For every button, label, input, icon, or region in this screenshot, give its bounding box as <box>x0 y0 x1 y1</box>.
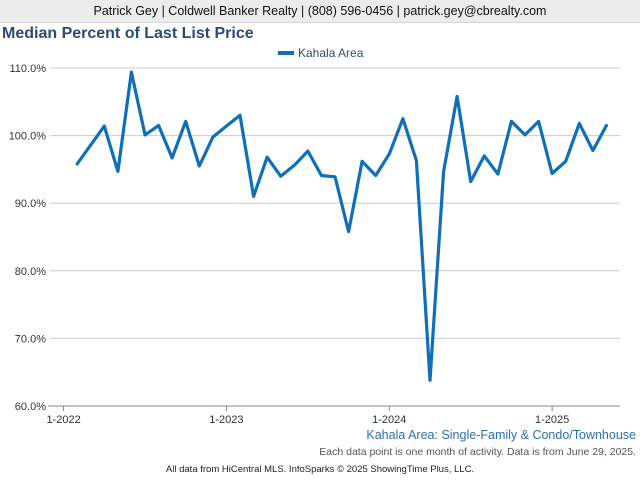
data-point <box>184 120 187 123</box>
data-point <box>265 156 269 159</box>
x-axis: 1-2022 1-2023 1-2024 1-2025 <box>46 405 620 426</box>
data-point <box>143 133 147 137</box>
data-point <box>89 143 92 147</box>
data-point <box>320 174 323 177</box>
data-point <box>483 154 486 158</box>
footer-credit: All data from HiCentral MLS. InfoSparks … <box>165 464 475 475</box>
x-tick-label: 1-2023 <box>209 414 243 426</box>
y-axis-ticks: 60.0% 70.0% 80.0% 90.0% 100.0% 110.0% <box>9 63 47 413</box>
x-tick-label: 1-2024 <box>372 414 406 426</box>
series-layer <box>75 70 609 382</box>
data-point <box>103 124 106 128</box>
x-tick-label: 1-2022 <box>46 414 80 426</box>
data-point <box>550 172 554 175</box>
data-point <box>442 170 445 173</box>
y-tick-label: 90.0% <box>15 198 46 210</box>
legend: Kahala Area <box>278 46 364 60</box>
data-point <box>170 156 174 160</box>
data-point <box>333 175 337 179</box>
data-point <box>564 160 567 163</box>
data-point <box>116 170 120 173</box>
grid-lines <box>50 67 620 407</box>
data-point <box>211 135 215 139</box>
x-tick-label: 1-2025 <box>535 414 569 426</box>
data-point <box>198 164 201 168</box>
data-point <box>510 120 513 123</box>
series-line-kahala-area <box>75 70 609 382</box>
data-point <box>252 195 255 198</box>
data-point <box>360 160 364 163</box>
area-filter-note: Kahala Area: Single-Family & Condo/Townh… <box>366 428 636 442</box>
data-point <box>388 152 391 156</box>
data-point <box>374 174 377 177</box>
data-point <box>401 117 405 120</box>
data-point <box>578 122 581 125</box>
y-tick-label: 70.0% <box>15 333 46 345</box>
agent-contact-text: Patrick Gey | Coldwell Banker Realty | (… <box>93 4 547 18</box>
data-point <box>591 149 595 152</box>
data-point <box>605 124 608 127</box>
y-tick-label: 110.0% <box>10 63 47 75</box>
data-point <box>238 114 242 117</box>
data-point <box>523 133 527 137</box>
y-tick-label: 100.0% <box>9 131 47 143</box>
y-tick-label: 60.0% <box>15 401 46 413</box>
data-point <box>415 159 418 162</box>
data-point <box>130 70 133 74</box>
data-point <box>469 180 472 183</box>
data-point <box>455 95 459 98</box>
data-point <box>496 172 500 176</box>
agent-header-bar: Patrick Gey | Coldwell Banker Realty | (… <box>0 0 640 23</box>
data-point <box>537 120 540 123</box>
data-point <box>279 174 282 178</box>
data-point <box>347 230 350 233</box>
chart-title: Median Percent of Last List Price <box>2 25 254 42</box>
data-point <box>225 124 228 128</box>
legend-label: Kahala Area <box>298 46 364 60</box>
data-point <box>428 379 432 382</box>
data-point <box>157 124 160 127</box>
data-point <box>306 149 310 153</box>
data-point <box>75 162 79 166</box>
data-source-note: Each data point is one month of activity… <box>319 446 636 458</box>
y-tick-label: 80.0% <box>15 266 46 278</box>
data-point <box>293 164 296 167</box>
